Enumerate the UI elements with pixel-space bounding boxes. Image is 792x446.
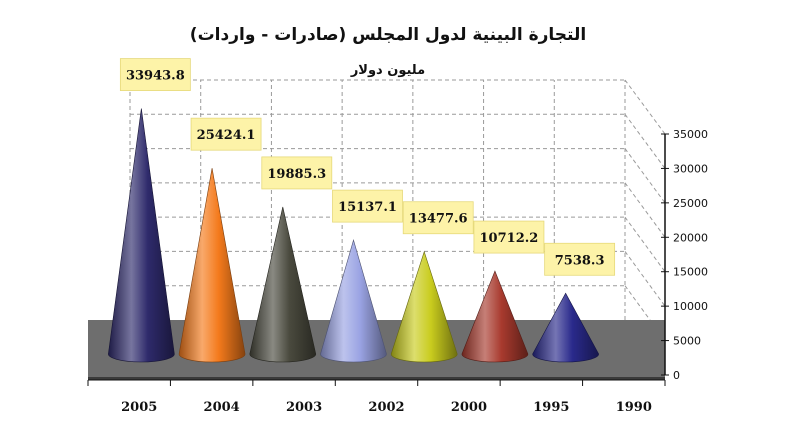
cone-body <box>178 168 246 363</box>
x-tick-label: 2005 <box>121 400 157 415</box>
data-label-box <box>473 220 545 254</box>
gridline-side <box>624 79 666 135</box>
y-axis: 0 5000 10000 15000 20000 25000 30000 35000 <box>661 128 708 382</box>
y-tick-label: 15000 <box>673 266 708 279</box>
y-tick-label: 10000 <box>673 300 708 313</box>
y-tick-label: 30000 <box>673 162 708 175</box>
data-label-2000: 13477.6 <box>402 201 474 235</box>
data-label-2004: 25424.1 <box>190 117 262 151</box>
data-label-text: 19885.3 <box>267 167 326 182</box>
data-label-text: 13477.6 <box>409 212 468 227</box>
data-label-text: 33943.8 <box>126 69 185 84</box>
x-tick-label: 1995 <box>533 400 569 415</box>
x-tick-label: 2003 <box>286 400 322 415</box>
y-tick-label: 25000 <box>673 197 708 210</box>
cone-1995 <box>461 270 529 363</box>
data-label-text: 15137.1 <box>338 200 397 215</box>
y-tick-label: 0 <box>673 369 680 382</box>
data-label-box <box>544 242 616 276</box>
y-tick-label: 35000 <box>673 128 708 141</box>
data-label-text: 10712.2 <box>480 231 539 246</box>
cone-layer <box>108 108 599 363</box>
x-tick-label: 2004 <box>204 400 240 415</box>
y-tick-label: 20000 <box>673 231 708 244</box>
data-label-text: 7538.3 <box>555 253 605 268</box>
cone-2003 <box>249 206 317 363</box>
chart-floor-edge <box>88 377 665 380</box>
x-tick-label: 1990 <box>616 400 652 415</box>
data-label-2002: 15137.1 <box>332 189 403 223</box>
x-axis: 2005 2004 2003 2002 2000 1995 1990 <box>87 379 666 415</box>
cone-2000 <box>390 250 458 363</box>
data-label-2003: 19885.3 <box>261 156 333 190</box>
cone-body <box>320 239 387 363</box>
data-label-1990: 7538.3 <box>544 242 616 276</box>
data-label-box <box>402 201 474 235</box>
cone-body <box>461 270 529 363</box>
gridline-side <box>624 251 666 307</box>
data-label-box <box>261 156 333 190</box>
data-label-layer: 33943.8 25424.1 19885.3 15137.1 13477.6 10712… <box>119 58 616 276</box>
cone-body <box>390 250 458 363</box>
cone-1990 <box>532 292 599 363</box>
data-label-box <box>190 117 262 151</box>
x-tick-label: 2000 <box>451 400 487 415</box>
gridline-side <box>624 148 666 204</box>
gridline-side <box>624 113 666 169</box>
gridline-side <box>624 216 666 273</box>
cone-2004 <box>178 168 246 363</box>
chart-subtitle: مليون دولار <box>350 63 425 78</box>
cone-body <box>532 292 599 363</box>
data-label-box <box>119 58 191 91</box>
y-tick-label: 5000 <box>673 335 701 348</box>
cone-body <box>249 206 317 363</box>
data-label-text: 25424.1 <box>197 128 256 143</box>
data-label-box <box>332 189 403 223</box>
data-label-1995: 10712.2 <box>473 220 545 254</box>
cone-2002 <box>320 239 387 363</box>
cone-body <box>108 108 175 363</box>
gridline-side <box>624 182 666 238</box>
data-label-2005: 33943.8 <box>119 58 191 91</box>
x-tick-label: 2002 <box>368 400 404 415</box>
chart-title: التجارة البينية لدول المجلس (صادرات - وا… <box>190 25 586 45</box>
cone-2005 <box>108 108 175 363</box>
